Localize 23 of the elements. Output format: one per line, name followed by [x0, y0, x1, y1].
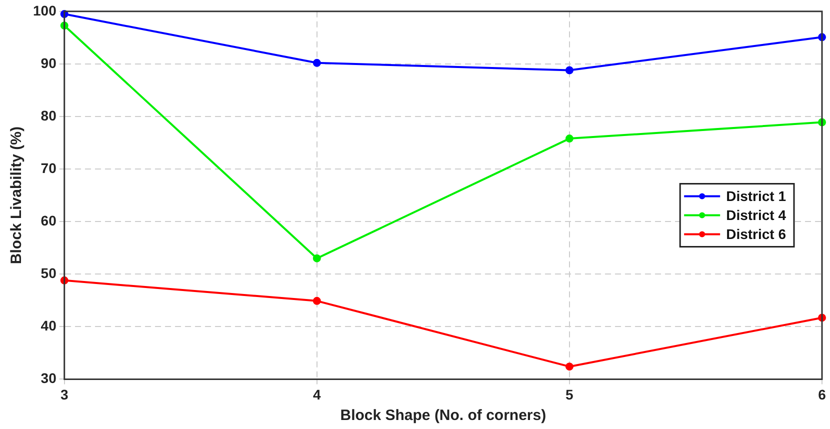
point [565, 66, 574, 74]
x-axis-title: Block Shape (No. of corners) [340, 407, 546, 424]
point [312, 58, 321, 67]
point [565, 362, 574, 371]
point [312, 254, 321, 262]
y-tick-label: 70 [40, 160, 57, 176]
y-tick-label: 90 [40, 54, 57, 71]
y-tick-label: 30 [40, 370, 57, 386]
y-tick-label: 80 [40, 107, 57, 124]
x-tick-label: 3 [60, 386, 68, 402]
x-tick-label: 5 [566, 386, 574, 402]
point [312, 296, 321, 305]
legend-label: District 1 [726, 188, 786, 204]
x-tick-label: 6 [818, 386, 826, 402]
y-axis-title: Block Livability (%) [8, 126, 26, 264]
point [565, 134, 574, 143]
y-tick-label: 50 [40, 264, 57, 281]
x-tick-label: 4 [313, 386, 322, 402]
legend-label: District 4 [726, 207, 786, 224]
y-tick-label: 100 [33, 2, 57, 18]
y-tick-label: 60 [40, 212, 57, 228]
y-tick-label: 40 [40, 318, 57, 334]
legend-label: District 6 [726, 226, 786, 242]
